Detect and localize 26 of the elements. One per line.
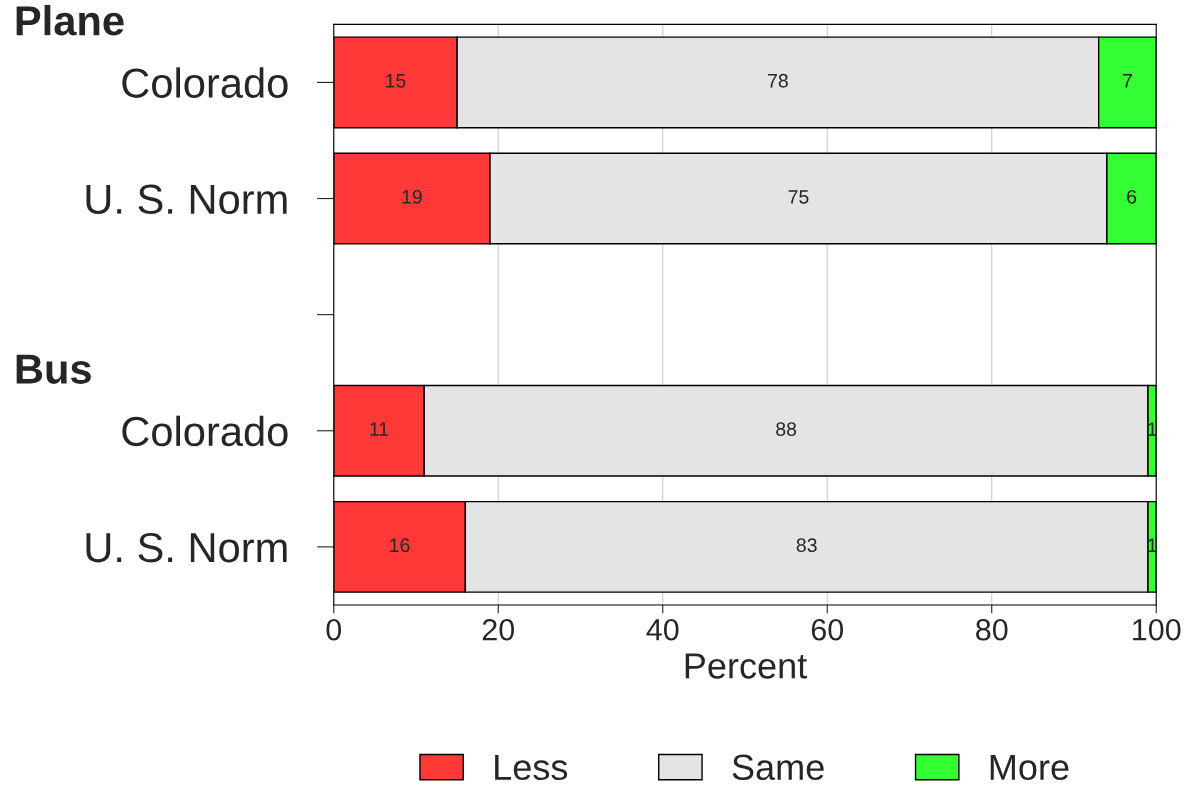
text: Bus: [16, 354, 91, 384]
data-label: 88: [776, 422, 797, 436]
x-tick-label: 0: [326, 618, 342, 641]
x-tick-label: 40: [646, 618, 679, 641]
y-tick-label: Colorado: [122, 415, 288, 447]
text: Plane: [16, 4, 124, 36]
data-label: 11: [370, 422, 389, 436]
legend-label: Same: [732, 754, 824, 781]
x-axis-title: Percent: [685, 653, 807, 679]
x-tick-label: 80: [976, 618, 1008, 641]
data-label: 78: [768, 73, 788, 88]
y-tick-label: U. S. Norm: [86, 184, 287, 215]
y-tick-label: U. S. Norm: [86, 532, 287, 563]
data-label: 75: [788, 190, 809, 204]
x-tick-label: 20: [482, 618, 515, 641]
legend-label: More: [990, 754, 1069, 781]
data-label: 19: [402, 189, 422, 204]
x-tick-label: 100: [1133, 618, 1181, 641]
y-tick-label: Colorado: [122, 67, 288, 98]
data-label: 83: [796, 538, 817, 553]
legend-label: Less: [495, 754, 568, 781]
data-label: 16: [390, 538, 410, 553]
x-tick-label: 60: [811, 618, 844, 641]
data-label: 15: [386, 74, 406, 88]
data-label: 6: [1127, 189, 1137, 204]
data-label: 7: [1123, 74, 1132, 88]
